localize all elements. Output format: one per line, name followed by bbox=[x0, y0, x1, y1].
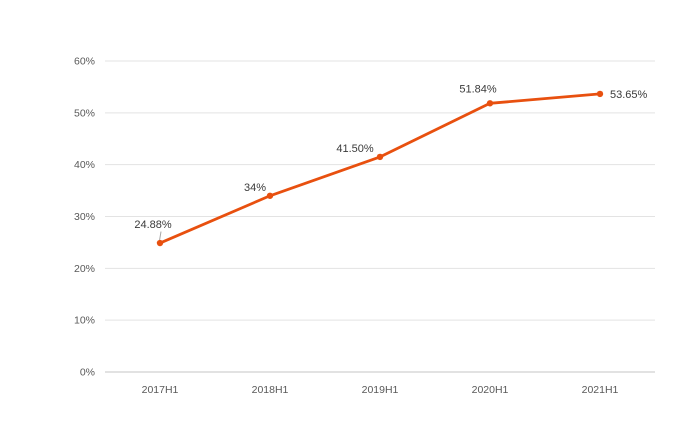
y-axis-tick-label: 20% bbox=[74, 263, 95, 275]
x-axis-tick-label: 2021H1 bbox=[582, 384, 619, 396]
y-axis-tick-label: 50% bbox=[74, 107, 95, 119]
data-point-marker bbox=[486, 100, 494, 107]
x-axis-tick-label: 2017H1 bbox=[142, 384, 179, 396]
data-label: 51.84% bbox=[459, 83, 497, 95]
data-label: 41.50% bbox=[336, 143, 374, 155]
data-point-marker bbox=[156, 239, 164, 247]
x-axis-tick-label: 2019H1 bbox=[362, 384, 399, 396]
data-point-marker bbox=[266, 192, 274, 199]
data-label-leader-line bbox=[159, 231, 162, 241]
x-axis-tick-label: 2018H1 bbox=[252, 384, 289, 396]
data-point-marker bbox=[376, 153, 384, 161]
data-label: 34% bbox=[244, 182, 266, 194]
data-label: 53.65% bbox=[610, 89, 648, 101]
y-axis-tick-label: 60% bbox=[74, 56, 95, 68]
y-axis-tick-label: 30% bbox=[74, 211, 95, 223]
data-point-marker bbox=[596, 90, 604, 98]
data-label: 24.88% bbox=[134, 219, 172, 231]
y-axis-tick-label: 10% bbox=[74, 315, 95, 327]
x-axis-tick-label: 2020H1 bbox=[472, 384, 509, 396]
y-axis-tick-label: 0% bbox=[80, 367, 95, 379]
y-axis-tick-label: 40% bbox=[74, 159, 95, 171]
